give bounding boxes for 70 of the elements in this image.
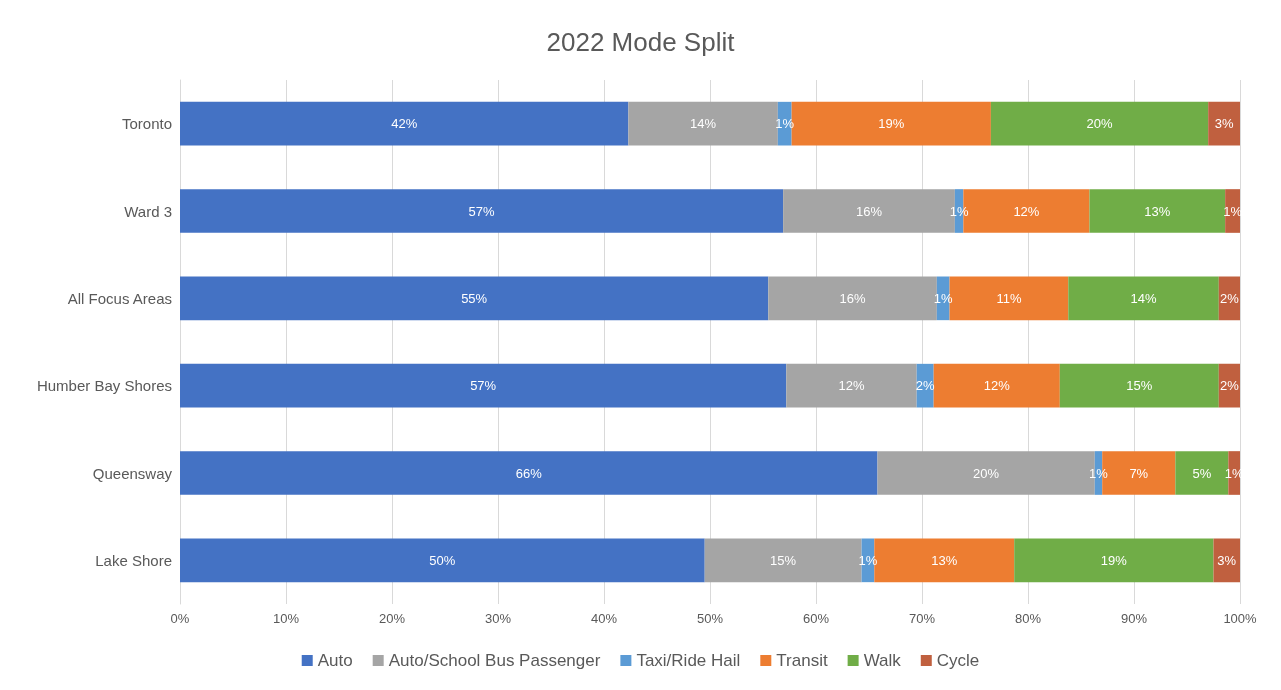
data-label: 20% (1086, 116, 1113, 132)
bar (180, 363, 787, 408)
data-label: 55% (461, 290, 488, 306)
data-label: 13% (1144, 203, 1171, 219)
legend-label: Cycle (936, 651, 980, 670)
x-tick-label: 30% (484, 611, 512, 626)
data-label: 11% (996, 290, 1022, 306)
data-label: 12% (983, 378, 1011, 394)
bar (1014, 538, 1214, 583)
data-label: 16% (855, 203, 883, 219)
bar (180, 451, 878, 495)
y-tick-label: Queensway (92, 464, 173, 482)
data-label: 3% (1214, 116, 1234, 132)
x-tick-label: 90% (1120, 611, 1148, 626)
data-label: 1% (1089, 465, 1109, 481)
data-label: 57% (468, 203, 496, 219)
bar (786, 363, 917, 408)
data-label: 2% (1220, 290, 1240, 306)
bar (1089, 189, 1226, 233)
legend-label: Transit (776, 651, 828, 670)
data-label: 15% (770, 552, 797, 568)
data-label: 12% (838, 378, 865, 394)
bar (180, 538, 705, 583)
legend-label: Taxi/Ride Hail (636, 651, 741, 670)
bar (1068, 276, 1219, 321)
data-label: 12% (1013, 203, 1040, 219)
x-tick-label: 70% (908, 611, 936, 626)
y-tick-label: Toronto (121, 115, 172, 133)
x-tick-label: 80% (1014, 611, 1042, 626)
bar (180, 189, 784, 233)
legend-label: Auto (317, 651, 353, 670)
bar (990, 101, 1209, 146)
bar (1059, 363, 1219, 408)
data-label: 15% (1126, 378, 1153, 394)
chart-title: 2022 Mode Split (546, 27, 736, 57)
data-label: 1% (949, 203, 969, 219)
x-tick-label: 50% (696, 611, 724, 626)
data-label: 14% (1130, 290, 1157, 306)
bar (180, 276, 769, 321)
data-label: 57% (470, 378, 497, 394)
data-label: 16% (839, 290, 867, 306)
data-label: 19% (878, 116, 905, 132)
data-label: 50% (429, 552, 456, 568)
y-tick-label: Ward 3 (124, 202, 172, 220)
data-label: 7% (1129, 465, 1149, 481)
bar (180, 101, 629, 146)
data-label: 2% (915, 378, 936, 394)
x-tick-label: 40% (590, 611, 618, 626)
x-tick-label: 60% (802, 611, 830, 626)
data-label: 13% (931, 552, 958, 568)
data-label: 42% (391, 116, 418, 132)
data-label: 20% (973, 465, 1000, 481)
data-label: 2% (1220, 378, 1240, 394)
legend-label: Auto/School Bus Passenger (388, 651, 601, 670)
y-tick-label: Humber Bay Shores (36, 377, 172, 395)
data-label: 66% (515, 465, 543, 481)
x-tick-label: 100% (1223, 611, 1258, 626)
x-tick-label: 10% (272, 611, 300, 626)
x-tick-label: 20% (378, 611, 406, 626)
x-tick-label: 0% (170, 611, 190, 626)
y-tick-label: Lake Shore (95, 551, 172, 569)
legend-label: Walk (863, 651, 902, 670)
data-label: 5% (1192, 465, 1212, 481)
bar (628, 101, 778, 146)
data-label: 14% (690, 116, 717, 132)
data-label: 3% (1217, 552, 1237, 568)
data-label: 19% (1100, 552, 1128, 568)
y-tick-label: All Focus Areas (67, 289, 172, 307)
bar (933, 363, 1060, 408)
bar (1208, 101, 1240, 146)
